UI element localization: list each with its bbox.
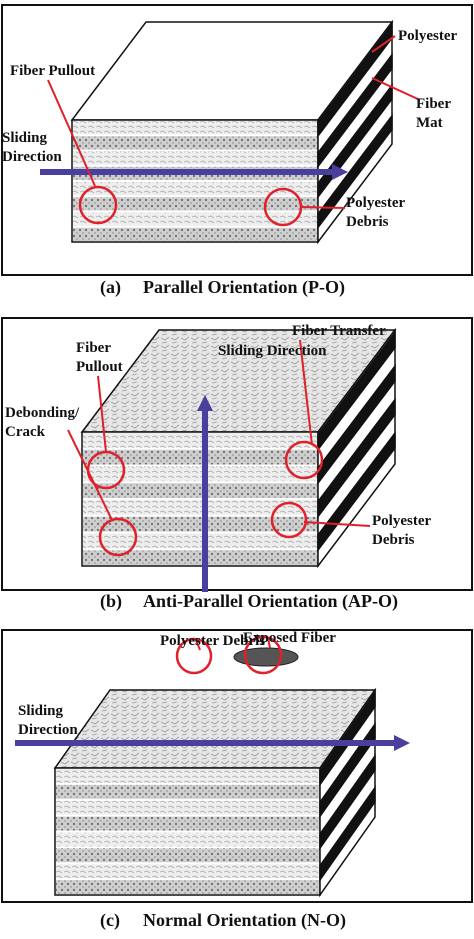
fiber-layer	[56, 864, 319, 879]
annotation: Debris	[346, 214, 389, 230]
arrow-head	[394, 735, 410, 751]
fiber-mat-stripe	[317, 113, 393, 230]
annotation: Mat	[416, 115, 443, 131]
side-face	[317, 327, 396, 569]
fiber-mat-stripe	[317, 52, 393, 169]
highlight-circle	[78, 185, 118, 225]
fiber-layer	[83, 466, 317, 482]
leader-line	[303, 521, 371, 527]
fiber-layer	[56, 769, 319, 783]
fiber-layer	[73, 197, 317, 211]
caption-tag: (a)	[100, 277, 121, 298]
fiber-layer	[56, 784, 319, 799]
annotation: Polyester	[346, 195, 405, 211]
leader-line	[195, 639, 201, 651]
arrow-head	[332, 164, 348, 180]
annotation: Direction	[18, 722, 78, 738]
fiber-mat-stripe	[317, 430, 396, 553]
annotation: Crack	[5, 424, 46, 440]
annotation: Direction	[2, 149, 62, 165]
fiber-layer	[83, 433, 317, 448]
leader-line	[299, 206, 346, 209]
fiber-layer	[73, 182, 317, 196]
fiber-layer	[56, 880, 319, 894]
annotation: Debris	[372, 532, 415, 548]
arrow-head	[197, 395, 213, 411]
fiber-mat-stripe	[317, 330, 396, 452]
exposed-fiber-patch	[233, 647, 299, 667]
fiber-mat-stripe	[319, 753, 376, 851]
annotation: Fiber	[416, 96, 451, 112]
fiber-layer	[73, 212, 317, 226]
panel: Polyester Fiber Mat Fiber Pullout Sliding Dir…	[1, 4, 473, 298]
caption: Normal Orientation (N-O)	[143, 910, 346, 931]
fiber-layer	[83, 500, 317, 515]
caption-tag: (b)	[100, 591, 122, 612]
annotation: Sliding	[18, 703, 64, 719]
fiber-layer	[73, 136, 317, 150]
panel: Fiber Transfer Fiber Pullout Sliding Direct…	[1, 317, 473, 612]
top-face	[53, 689, 377, 769]
fiber-layer	[83, 533, 317, 549]
annotation: Pullout	[76, 359, 123, 375]
fiber-layer	[73, 227, 317, 241]
annotation: Polyester Debris	[160, 633, 265, 649]
leader-line	[267, 637, 271, 649]
fiber-layer	[83, 550, 317, 565]
fiber-mat-stripe	[319, 690, 376, 788]
highlight-circle	[270, 501, 308, 539]
leader-line	[47, 79, 96, 187]
fiber-mat-stripe	[317, 363, 396, 486]
annotation: Fiber Transfer	[292, 323, 386, 339]
fiber-mat-stripe	[317, 397, 396, 519]
leader-line	[371, 77, 421, 101]
fiber-layer	[83, 516, 317, 532]
leader-line	[299, 339, 313, 446]
fiber-layer	[83, 483, 317, 498]
fiber-layer	[56, 848, 319, 863]
fiber-mat-stripe	[319, 721, 376, 819]
fiber-layer	[83, 449, 317, 465]
annotation: Sliding Direction	[218, 343, 327, 359]
annotation: Polyester	[398, 28, 457, 44]
annotation: Polyester	[372, 513, 431, 529]
leader-line	[97, 375, 107, 453]
highlight-circle	[98, 517, 138, 557]
caption: Anti-Parallel Orientation (AP-O)	[143, 591, 398, 612]
fiber-mat-stripe	[319, 785, 376, 883]
leader-line	[371, 35, 396, 53]
annotation: Debonding/	[5, 405, 80, 421]
highlight-circle	[243, 635, 283, 675]
highlight-circle	[175, 637, 213, 675]
fiber-layer	[73, 151, 317, 165]
fiber-layer	[56, 800, 319, 815]
annotation: Fiber	[76, 340, 111, 356]
caption: Parallel Orientation (P-O)	[143, 277, 345, 298]
leader-line	[67, 429, 113, 521]
highlight-circle	[284, 440, 324, 480]
annotation: Sliding	[2, 130, 48, 146]
caption-tag: (c)	[100, 910, 120, 931]
fiber-layer	[73, 121, 317, 135]
annotation: Fiber Pullout	[10, 63, 95, 79]
side-face	[317, 19, 393, 245]
fiber-layer	[56, 832, 319, 847]
fiber-layer	[56, 816, 319, 831]
annotation: Exposed Fiber	[243, 630, 336, 646]
